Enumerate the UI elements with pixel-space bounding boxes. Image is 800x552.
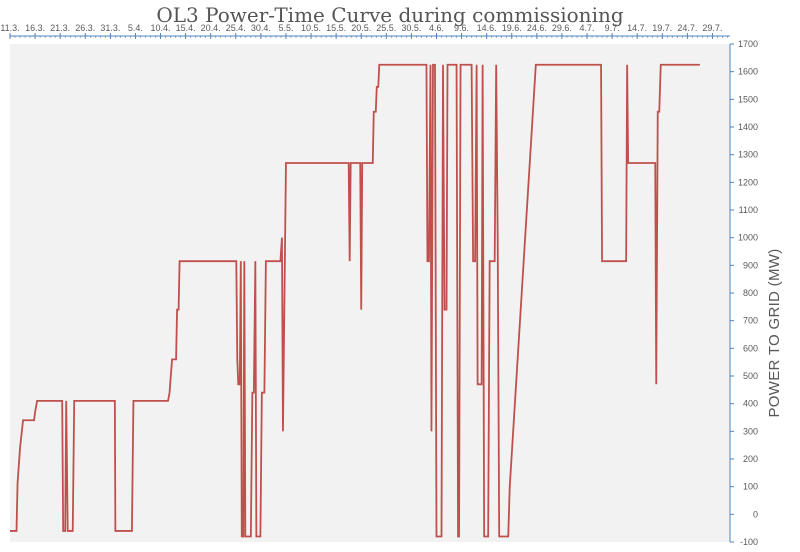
x-tick-label: 15.4. — [176, 23, 196, 33]
x-tick-label: 10.5. — [301, 23, 321, 33]
x-tick-label: 30.4. — [251, 23, 271, 33]
y-tick-label: 700 — [743, 316, 758, 326]
x-tick-label: 14.7. — [627, 23, 647, 33]
x-tick-label: 25.5. — [376, 23, 396, 33]
x-axis: 11.3. 16.3. 21.3. 26.3. 31.3. 5.4. 10.4. 15.4. 2… — [0, 23, 730, 39]
x-tick-label: 10.4. — [151, 23, 171, 33]
x-tick-label: 20.5. — [351, 23, 371, 33]
x-tick-label: 14.6. — [477, 23, 497, 33]
y-tick-label: 300 — [743, 426, 758, 436]
x-tick-label: 29.7. — [702, 23, 722, 33]
x-tick-label: 24.6. — [527, 23, 547, 33]
y-axis-label: POWER TO GRID (MW) — [766, 248, 783, 417]
x-tick-label: 11.3. — [0, 23, 19, 33]
y-tick-label: -100 — [740, 537, 758, 547]
y-tick-label: 900 — [743, 260, 758, 270]
x-tick-label: 5.4. — [128, 23, 143, 33]
x-tick-label: 15.5. — [326, 23, 346, 33]
x-tick-label: 4.7. — [579, 23, 594, 33]
x-tick-label: 29.6. — [552, 23, 572, 33]
y-tick-label: 1200 — [738, 177, 758, 187]
x-tick-label: 21.3. — [50, 23, 70, 33]
y-tick-label: 500 — [743, 371, 758, 381]
y-axis: -100 0 100 200 300 400 500 600 700 800 900 1000 1100… — [729, 39, 758, 547]
x-tick-label: 16.3. — [25, 23, 45, 33]
y-tick-label: 1400 — [738, 122, 758, 132]
x-tick-label: 26.3. — [75, 23, 95, 33]
y-tick-label: 1000 — [738, 233, 758, 243]
y-tick-label: 1100 — [739, 205, 758, 215]
y-tick-label: 400 — [743, 399, 758, 409]
series-layer — [10, 63, 700, 538]
y-tick-label: 200 — [743, 454, 758, 464]
x-tick-label: 5.5. — [278, 23, 293, 33]
y-tick-label: 1300 — [738, 150, 758, 160]
x-tick-label: 19.6. — [502, 23, 522, 33]
x-tick-label: 20.4. — [201, 23, 221, 33]
chart-title: OL3 Power-Time Curve during commissionin… — [156, 3, 624, 27]
y-tick-label: 0 — [753, 509, 758, 519]
series-line-0 — [10, 63, 700, 538]
y-tick-label: 1600 — [738, 67, 758, 77]
y-tick-label: 800 — [743, 288, 758, 298]
x-tick-label: 30.5. — [401, 23, 421, 33]
y-tick-label: 600 — [743, 343, 758, 353]
x-tick-label: 9.7. — [605, 23, 620, 33]
plot-area — [10, 44, 730, 542]
x-tick-label: 31.3. — [100, 23, 120, 33]
x-tick-label: 25.4. — [226, 23, 246, 33]
y-tick-label: 100 — [743, 482, 758, 492]
x-tick-label: 24.7. — [677, 23, 697, 33]
x-tick-label: 4.6. — [429, 23, 444, 33]
x-tick-label: 19.7. — [652, 23, 672, 33]
y-tick-label: 1700 — [738, 39, 758, 49]
x-tick-label: 9.6. — [454, 23, 469, 33]
y-tick-label: 1500 — [738, 94, 758, 104]
